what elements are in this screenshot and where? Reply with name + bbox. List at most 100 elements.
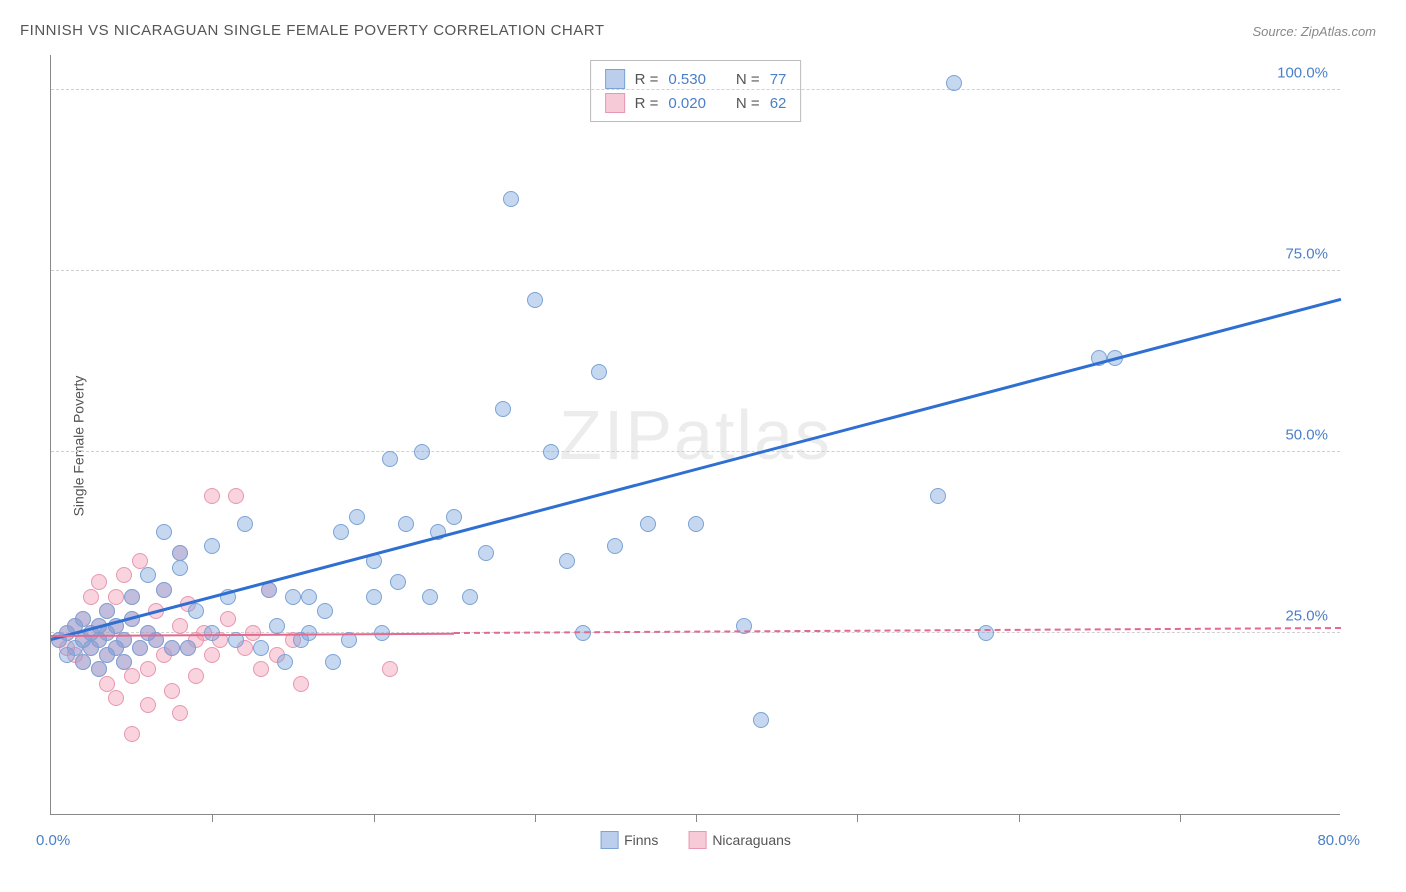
stats-row-finns: R = 0.530 N = 77 [605,67,787,91]
data-point [478,545,494,561]
data-point [83,589,99,605]
n-label: N = [736,95,760,112]
chart-container: FINNISH VS NICARAGUAN SINGLE FEMALE POVE… [0,0,1406,892]
watermark-text: ZIPatlas [559,396,832,474]
data-point [156,524,172,540]
watermark: ZIPatlas [559,395,832,475]
data-point [349,509,365,525]
data-point [333,524,349,540]
data-point [414,444,430,460]
nicaraguans-legend-label: Nicaraguans [712,832,791,848]
data-point [75,611,91,627]
gridline-h [51,451,1340,452]
nicaraguans-n-value: 62 [770,95,787,112]
data-point [140,567,156,583]
bottom-legend: Finns Nicaraguans [600,831,791,849]
data-point [398,516,414,532]
r-label: R = [635,71,659,88]
data-point [228,488,244,504]
data-point [382,661,398,677]
x-tick [374,814,375,822]
data-point [277,654,293,670]
data-point [317,603,333,619]
data-point [503,191,519,207]
x-axis-max-label: 80.0% [1317,832,1360,849]
data-point [640,516,656,532]
finns-legend-swatch-icon [600,831,618,849]
data-point [978,625,994,641]
data-point [124,726,140,742]
x-tick [857,814,858,822]
data-point [188,603,204,619]
data-point [237,516,253,532]
data-point [930,488,946,504]
data-point [164,640,180,656]
data-point [91,661,107,677]
x-tick [1180,814,1181,822]
data-point [172,705,188,721]
data-point [446,509,462,525]
data-point [382,451,398,467]
data-point [293,676,309,692]
data-point [527,292,543,308]
data-point [946,75,962,91]
gridline-h [51,270,1340,271]
finns-n-value: 77 [770,71,787,88]
y-tick-label: 25.0% [1285,608,1328,625]
data-point [188,668,204,684]
y-tick-label: 100.0% [1277,65,1328,82]
data-point [140,697,156,713]
stats-row-nicaraguans: R = 0.020 N = 62 [605,91,787,115]
data-point [204,538,220,554]
gridline-h [51,89,1340,90]
data-point [422,589,438,605]
trend-line [51,298,1342,641]
x-tick [212,814,213,822]
data-point [591,364,607,380]
data-point [285,589,301,605]
nicaraguans-legend-swatch-icon [688,831,706,849]
y-tick-label: 50.0% [1285,427,1328,444]
data-point [301,589,317,605]
data-point [180,640,196,656]
nicaraguans-r-value: 0.020 [668,95,706,112]
data-point [164,683,180,699]
nicaraguans-swatch-icon [605,93,625,113]
data-point [124,589,140,605]
data-point [132,553,148,569]
data-point [132,640,148,656]
x-tick [535,814,536,822]
data-point [116,567,132,583]
plot-area: ZIPatlas R = 0.530 N = 77 R = 0.020 N = … [50,55,1340,815]
data-point [559,553,575,569]
data-point [108,589,124,605]
data-point [495,401,511,417]
data-point [366,589,382,605]
data-point [108,690,124,706]
data-point [253,661,269,677]
data-point [75,654,91,670]
r-label: R = [635,95,659,112]
legend-item-nicaraguans: Nicaraguans [688,831,791,849]
finns-legend-label: Finns [624,832,658,848]
data-point [172,560,188,576]
data-point [172,618,188,634]
data-point [99,603,115,619]
n-label: N = [736,71,760,88]
data-point [688,516,704,532]
y-tick-label: 75.0% [1285,246,1328,263]
data-point [269,618,285,634]
data-point [204,488,220,504]
data-point [91,574,107,590]
source-attribution: Source: ZipAtlas.com [1252,24,1376,39]
x-tick [1019,814,1020,822]
data-point [607,538,623,554]
stats-legend-box: R = 0.530 N = 77 R = 0.020 N = 62 [590,60,802,122]
data-point [462,589,478,605]
data-point [753,712,769,728]
data-point [204,647,220,663]
data-point [325,654,341,670]
data-point [99,676,115,692]
data-point [156,582,172,598]
x-axis-min-label: 0.0% [36,832,70,849]
